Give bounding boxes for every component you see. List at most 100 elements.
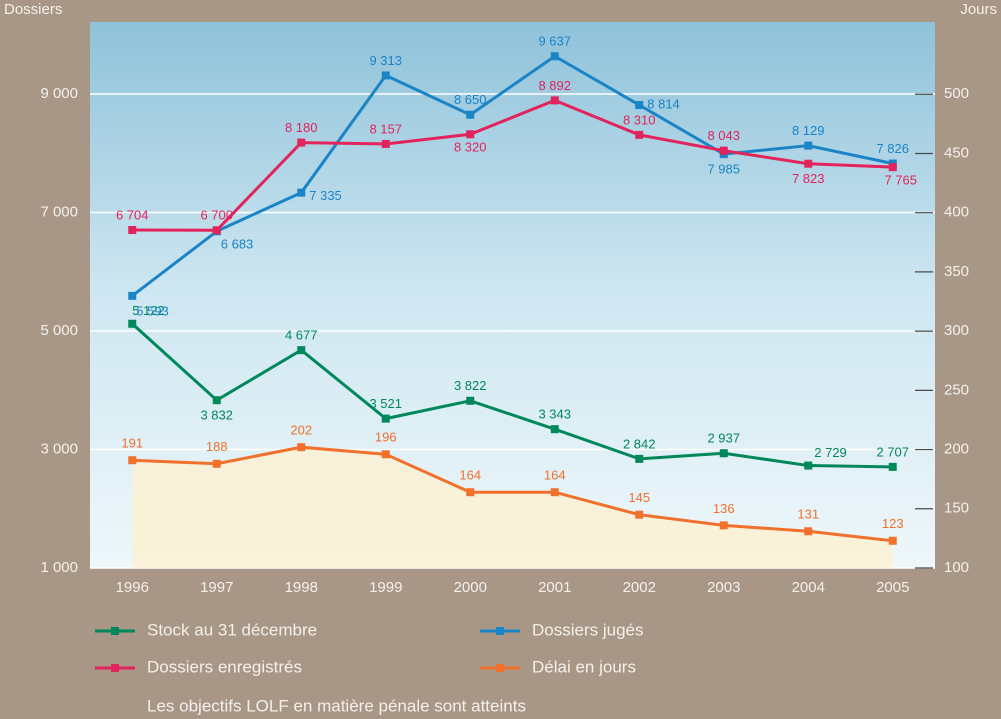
marker: [635, 511, 643, 519]
marker: [551, 425, 559, 433]
y2-tick-label: 150: [944, 500, 969, 517]
x-tick-label: 2001: [538, 579, 571, 596]
legend-marker: [111, 627, 119, 635]
data-label: 2 707: [876, 444, 909, 459]
data-label: 9 637: [538, 34, 571, 49]
y2-tick-label: 300: [944, 322, 969, 339]
y-tick-label: 7 000: [40, 203, 78, 220]
y2-tick-label: 450: [944, 144, 969, 161]
y-tick-label: 5 000: [40, 322, 78, 339]
y-tick-label: 3 000: [40, 440, 78, 457]
data-label: 2 842: [623, 436, 656, 451]
footnote: Les objectifs LOLF en matière pénale son…: [147, 696, 526, 715]
data-label: 7 985: [707, 162, 740, 177]
y2-tick-label: 400: [944, 204, 969, 221]
marker: [382, 71, 390, 79]
data-label: 188: [206, 439, 228, 454]
data-label: 6 700: [200, 208, 233, 223]
data-label: 8 180: [285, 120, 318, 135]
data-label: 8 157: [369, 121, 402, 136]
legend-marker: [496, 627, 504, 635]
chart: Dossiers Jours Les objectifs LOLF en mat…: [0, 0, 1001, 719]
y2-axis-title: Jours: [960, 1, 997, 18]
data-label: 136: [713, 501, 735, 516]
marker: [720, 521, 728, 529]
data-label: 8 320: [454, 140, 487, 155]
y2-tick-label: 350: [944, 263, 969, 280]
y2-tick-label: 200: [944, 441, 969, 458]
marker: [551, 52, 559, 60]
legend-marker: [496, 664, 504, 672]
marker: [297, 139, 305, 147]
marker: [297, 443, 305, 451]
marker: [213, 396, 221, 404]
marker: [720, 449, 728, 457]
marker: [213, 226, 221, 234]
data-label: 4 677: [285, 328, 318, 343]
data-label: 6 704: [116, 207, 149, 222]
marker: [804, 142, 812, 150]
data-label: 164: [544, 468, 566, 483]
marker: [635, 101, 643, 109]
data-label: 7 335: [309, 188, 342, 203]
marker: [889, 537, 897, 545]
x-tick-label: 1998: [285, 579, 318, 596]
x-tick-label: 1999: [369, 579, 402, 596]
data-label: 7 765: [884, 173, 917, 188]
marker: [128, 292, 136, 300]
y-axis-title: Dossiers: [4, 1, 62, 18]
data-label: 2 937: [707, 431, 740, 446]
y2-tick-label: 500: [944, 85, 969, 102]
data-label: 8 310: [623, 112, 656, 127]
y-tick-label: 9 000: [40, 85, 78, 102]
data-label: 7 826: [876, 141, 909, 156]
marker: [720, 147, 728, 155]
marker: [128, 456, 136, 464]
marker: [382, 140, 390, 148]
data-label: 3 521: [369, 396, 402, 411]
legend-label: Dossiers enregistrés: [147, 657, 302, 676]
legend-marker: [111, 664, 119, 672]
data-label: 8 129: [792, 123, 825, 138]
x-tick-label: 2003: [707, 579, 740, 596]
marker: [804, 160, 812, 168]
data-label: 145: [628, 490, 650, 505]
marker: [213, 460, 221, 468]
data-label: 196: [375, 430, 397, 445]
marker: [382, 450, 390, 458]
marker: [297, 189, 305, 197]
marker: [466, 488, 474, 496]
y2-tick-label: 250: [944, 381, 969, 398]
data-label: 164: [459, 468, 481, 483]
marker: [551, 96, 559, 104]
marker: [466, 111, 474, 119]
data-label: 8 043: [707, 128, 740, 143]
data-label: 8 650: [454, 92, 487, 107]
x-tick-label: 2005: [876, 579, 909, 596]
data-label: 3 832: [200, 408, 233, 423]
x-tick-label: 2000: [454, 579, 487, 596]
marker: [297, 346, 305, 354]
data-label: 5 593: [136, 303, 169, 318]
data-label: 202: [290, 423, 312, 438]
marker: [635, 455, 643, 463]
marker: [889, 463, 897, 471]
legend-label: Stock au 31 décembre: [147, 620, 317, 639]
marker: [889, 163, 897, 171]
x-tick-label: 2002: [623, 579, 656, 596]
marker: [804, 527, 812, 535]
data-label: 131: [797, 507, 819, 522]
marker: [804, 462, 812, 470]
data-label: 8 892: [538, 78, 571, 93]
legend-label: Délai en jours: [532, 657, 636, 676]
marker: [466, 130, 474, 138]
data-label: 9 313: [369, 53, 402, 68]
data-label: 7 823: [792, 171, 825, 186]
data-label: 2 729: [814, 445, 847, 460]
data-label: 6 683: [221, 237, 254, 252]
data-label: 8 814: [647, 96, 680, 111]
marker: [128, 226, 136, 234]
marker: [466, 397, 474, 405]
marker: [382, 415, 390, 423]
x-tick-label: 2004: [792, 579, 825, 596]
